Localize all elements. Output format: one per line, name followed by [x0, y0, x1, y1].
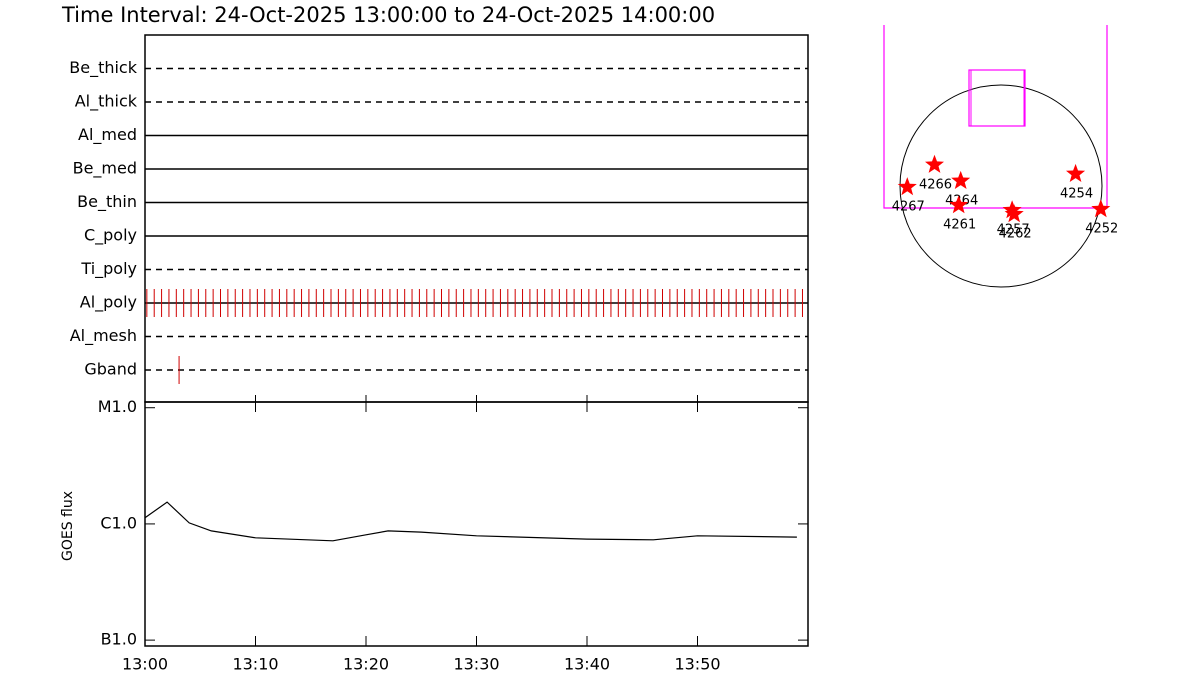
x-tick-label: 13:20: [343, 655, 389, 674]
row-label: Al_med: [78, 125, 137, 145]
fov-box: [883, 25, 1108, 209]
row-label: Be_thick: [69, 58, 137, 78]
row-label: Al_thick: [75, 92, 138, 112]
row-label: Gband: [84, 360, 137, 379]
fov-square: [970, 69, 1025, 127]
x-tick-label: 13:00: [122, 655, 168, 674]
active-region-star: [1004, 204, 1024, 223]
row-label: Be_med: [73, 159, 137, 179]
goes-curve: [144, 501, 797, 542]
timeline-frame: [144, 34, 809, 403]
row-label: Ti_poly: [80, 259, 137, 279]
y-tick-label: C1.0: [100, 513, 137, 532]
fov-square: [968, 69, 1026, 127]
active-region-star: [1091, 199, 1111, 218]
chart-title: Time Interval: 24-Oct-2025 13:00:00 to 2…: [61, 3, 715, 27]
active-region-label: 4262: [999, 227, 1032, 242]
active-region-star: [949, 195, 969, 214]
x-tick-label: 13:10: [232, 655, 278, 674]
active-region-label: 4257: [997, 223, 1030, 238]
row-label: Al_mesh: [70, 326, 137, 346]
active-region-label: 4252: [1085, 222, 1118, 237]
row-label: Be_thin: [77, 192, 137, 212]
active-region-label: 4254: [1060, 186, 1093, 201]
active-region-label: 4261: [943, 218, 976, 233]
y-tick-label: B1.0: [101, 630, 137, 649]
active-region-star: [897, 177, 917, 196]
active-region-label: 4266: [919, 177, 952, 192]
x-tick-label: 13:40: [564, 655, 610, 674]
x-tick-label: 13:30: [453, 655, 499, 674]
y-axis-label: GOES flux: [60, 491, 76, 561]
x-tick-label: 13:50: [674, 655, 720, 674]
goes-frame: [144, 401, 809, 647]
solar-disk: [899, 84, 1103, 288]
y-tick-label: M1.0: [98, 397, 137, 416]
active-region-star: [925, 154, 944, 173]
active-region-star: [951, 170, 971, 189]
active-region-label: 4267: [892, 200, 925, 215]
row-label: C_poly: [84, 226, 137, 246]
active-region-star: [1002, 200, 1022, 219]
active-region-star: [1066, 163, 1086, 182]
row-label: Al_poly: [80, 293, 137, 313]
